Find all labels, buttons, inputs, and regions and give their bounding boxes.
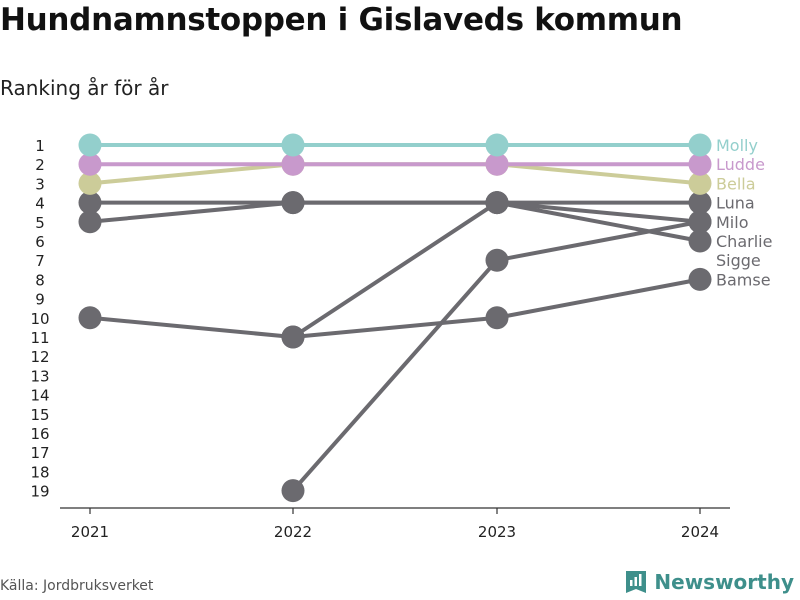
y-tick-label: 10 [30, 310, 49, 328]
series-line-bamse [88, 277, 702, 339]
data-point-ludde [78, 152, 102, 176]
y-tick-label: 7 [35, 252, 45, 270]
data-point-luna [281, 191, 305, 215]
y-tick-label: 2 [35, 156, 45, 174]
end-label-bamse: Bamse [716, 270, 771, 289]
data-point-luna [485, 191, 509, 215]
data-point-bamse [688, 267, 712, 291]
end-label-charlie: Charlie [716, 232, 772, 251]
series-lines [88, 143, 702, 493]
y-tick-label: 5 [35, 214, 45, 232]
x-tick-label: 2023 [478, 523, 516, 541]
y-tick-label: 4 [35, 195, 45, 213]
data-point-molly [281, 133, 305, 157]
y-tick-label: 14 [30, 387, 49, 405]
y-tick-label: 8 [35, 271, 45, 289]
end-label-bella: Bella [716, 174, 756, 193]
data-point-bella [78, 171, 102, 195]
x-tick-label: 2024 [681, 523, 719, 541]
chart-title: Hundnamnstoppen i Gislaveds kommun [0, 2, 683, 38]
data-point-ludde [688, 152, 712, 176]
y-tick-label: 15 [30, 406, 49, 424]
data-point-charlie [688, 229, 712, 253]
y-tick-label: 18 [30, 463, 49, 481]
data-point-milo [78, 210, 102, 234]
data-point-luna [78, 191, 102, 215]
chart-subtitle: Ranking år för år [0, 76, 169, 100]
data-point-bella [688, 171, 712, 195]
data-point-molly [78, 133, 102, 157]
series-line-milo [88, 200, 702, 224]
y-tick-label: 6 [35, 233, 45, 251]
data-point-charlie [281, 325, 305, 349]
end-label-sigge: Sigge [716, 251, 761, 270]
y-tick-label: 13 [30, 367, 49, 385]
brand-logo[interactable]: Newsworthy [624, 569, 794, 595]
y-tick-label: 12 [30, 348, 49, 366]
y-tick-label: 9 [35, 291, 45, 309]
data-point-sigge [281, 479, 305, 503]
brand-name: Newsworthy [654, 570, 794, 594]
y-tick-label: 17 [30, 444, 49, 462]
y-tick-label: 11 [30, 329, 49, 347]
series-line-bella [88, 162, 702, 186]
data-point-milo [688, 210, 712, 234]
data-point-bamse [485, 306, 509, 330]
y-tick-label: 19 [30, 483, 49, 501]
end-label-milo: Milo [716, 213, 748, 232]
y-tick-label: 3 [35, 175, 45, 193]
y-tick-label: 16 [30, 425, 49, 443]
data-point-bamse [78, 306, 102, 330]
x-tick-label: 2021 [71, 523, 109, 541]
end-label-molly: Molly [716, 136, 758, 155]
data-point-luna [688, 191, 712, 215]
bar-chart-logo-icon [626, 571, 647, 593]
source-note: Källa: Jordbruksverket [0, 578, 154, 594]
data-point-ludde [281, 152, 305, 176]
data-point-sigge [485, 248, 509, 272]
y-tick-label: 1 [35, 137, 45, 155]
x-tick-label: 2022 [274, 523, 312, 541]
series-points [78, 133, 712, 503]
end-label-luna: Luna [716, 194, 755, 213]
x-axis: 2021 2022 2023 2024 [60, 507, 730, 541]
data-point-ludde [485, 152, 509, 176]
data-point-molly [485, 133, 509, 157]
end-label-ludde: Ludde [716, 155, 765, 174]
data-point-molly [688, 133, 712, 157]
